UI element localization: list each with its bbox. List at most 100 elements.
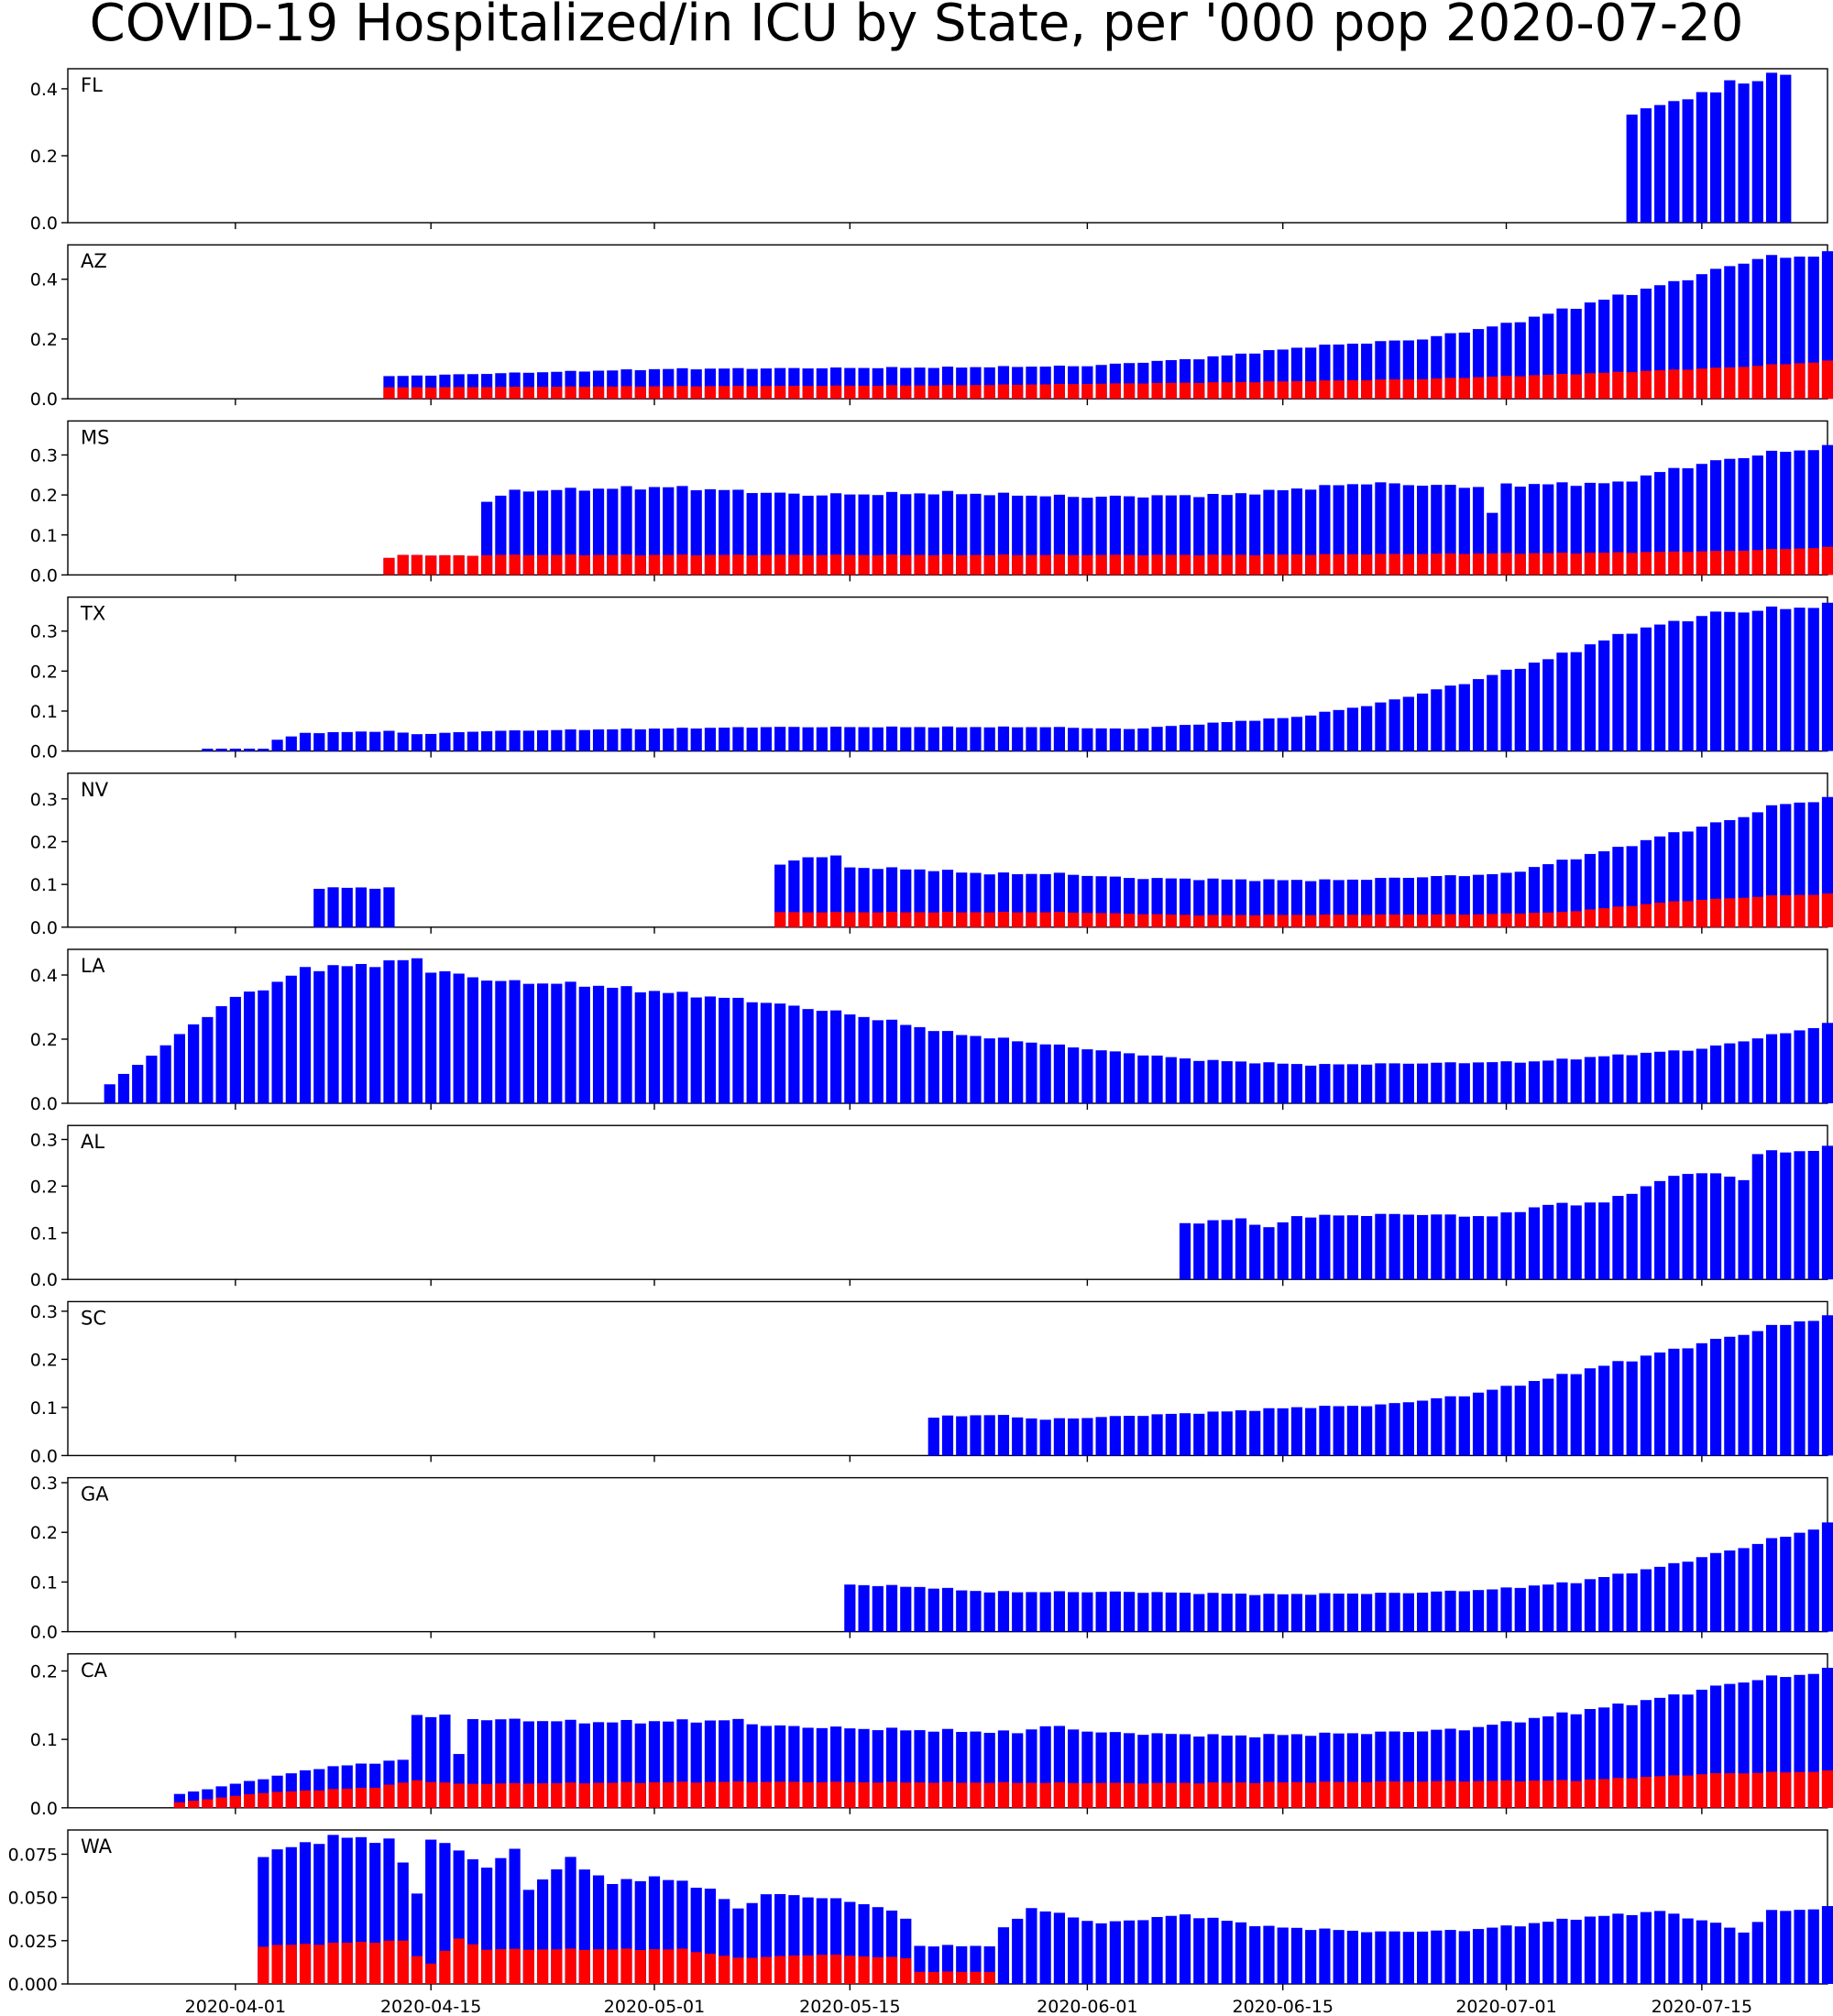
hospitalized-bar — [1626, 633, 1638, 751]
icu-bar — [299, 1790, 312, 1808]
hospitalized-bar — [1179, 1222, 1191, 1280]
hospitalized-bar — [565, 488, 576, 575]
icu-bar — [1095, 1782, 1107, 1808]
y-tick-label: 0.4 — [30, 270, 58, 290]
hospitalized-bar — [495, 981, 507, 1103]
hospitalized-bar — [1137, 1416, 1149, 1456]
icu-bar — [690, 1952, 702, 1984]
hospitalized-bar — [1193, 1413, 1205, 1456]
hospitalized-bar — [1640, 108, 1652, 223]
hospitalized-bar — [1124, 1053, 1136, 1103]
hospitalized-bar — [704, 996, 717, 1103]
hospitalized-bar — [927, 1031, 939, 1103]
icu-bar — [1724, 1773, 1736, 1808]
icu-bar — [551, 554, 563, 575]
icu-bar — [1472, 1780, 1485, 1808]
icu-bar — [1807, 894, 1819, 927]
icu-bar — [466, 387, 478, 400]
icu-bar — [1026, 912, 1037, 927]
hospitalized-bar — [844, 494, 856, 575]
hospitalized-bar — [872, 1020, 884, 1103]
hospitalized-bar — [858, 1584, 870, 1632]
hospitalized-bar — [983, 1415, 995, 1456]
icu-bar — [1682, 1775, 1694, 1808]
hospitalized-bar — [1487, 1062, 1498, 1103]
icu-bar — [885, 1781, 898, 1808]
hospitalized-bar — [1780, 1152, 1792, 1280]
icu-bar — [565, 1948, 576, 1984]
hospitalized-bar — [1207, 722, 1219, 751]
icu-bar — [1109, 1782, 1121, 1808]
icu-bar — [1249, 382, 1261, 400]
icu-bar — [1487, 377, 1498, 400]
icu-bar — [885, 385, 898, 400]
hospitalized-bar — [1263, 718, 1275, 751]
hospitalized-bar — [1179, 1413, 1191, 1456]
icu-bar — [1640, 1777, 1652, 1808]
hospitalized-bar — [1668, 1562, 1680, 1632]
icu-bar — [746, 386, 758, 400]
icu-bar — [1710, 1773, 1722, 1808]
hospitalized-bar — [1751, 1543, 1763, 1632]
hospitalized-bar — [1124, 729, 1136, 751]
hospitalized-bar — [1570, 1919, 1582, 1984]
hospitalized-bar — [746, 493, 758, 575]
hospitalized-bar — [1500, 669, 1512, 751]
hospitalized-bar — [481, 731, 493, 751]
hospitalized-bar — [1821, 444, 1833, 575]
icu-bar — [1388, 379, 1400, 400]
icu-bar — [271, 1791, 283, 1808]
icu-bar — [1458, 378, 1470, 400]
hospitalized-bar — [1794, 1151, 1806, 1280]
panel-la: 0.0 0.2 0.4 LA — [30, 948, 1833, 1114]
icu-bar — [1570, 553, 1582, 575]
hospitalized-bar — [941, 726, 954, 751]
icu-bar — [1290, 380, 1303, 400]
hospitalized-bar — [1780, 452, 1792, 575]
icu-bar — [1431, 553, 1443, 575]
hospitalized-bar — [411, 958, 423, 1103]
hospitalized-bar — [1738, 1548, 1750, 1632]
hospitalized-bar — [1807, 1027, 1819, 1103]
icu-bar — [914, 1971, 926, 1984]
hospitalized-bar — [1319, 1928, 1331, 1984]
icu-bar — [439, 554, 451, 575]
icu-bar — [900, 1957, 912, 1984]
hospitalized-bar — [1598, 640, 1610, 751]
y-tick-label: 0.2 — [30, 486, 58, 506]
hospitalized-bar — [1654, 1051, 1666, 1103]
icu-bar — [1193, 382, 1205, 400]
hospitalized-bar — [1542, 864, 1554, 927]
hospitalized-bar — [1584, 1579, 1597, 1632]
hospitalized-bar — [1570, 1205, 1582, 1280]
y-tick-label: 0.3 — [30, 1130, 58, 1150]
hospitalized-bar — [1696, 616, 1707, 751]
icu-bar — [1807, 1771, 1819, 1808]
hospitalized-bar — [1277, 718, 1289, 751]
hospitalized-bar — [1109, 1416, 1121, 1456]
hospitalized-bar — [1751, 1154, 1763, 1280]
panel-nv: 0.0 0.1 0.2 0.3 NV — [30, 772, 1833, 938]
hospitalized-bar — [1444, 1930, 1456, 1984]
icu-bar — [663, 386, 675, 400]
hospitalized-bar — [1165, 1413, 1177, 1456]
hospitalized-bar — [914, 493, 926, 575]
icu-bar — [1165, 1782, 1177, 1808]
icu-bar — [648, 1949, 661, 1984]
icu-bar — [1068, 1782, 1080, 1808]
icu-bar — [914, 385, 926, 400]
hospitalized-bar — [1542, 1204, 1554, 1280]
hospitalized-bar — [1277, 1222, 1289, 1280]
hospitalized-bar — [1361, 1932, 1373, 1984]
icu-bar — [1068, 554, 1080, 575]
icu-bar — [1821, 546, 1833, 575]
panel-ca: 0.0 0.1 0.2 CA — [30, 1653, 1833, 1819]
hospitalized-bar — [1333, 1064, 1345, 1103]
hospitalized-bar — [1431, 1062, 1443, 1103]
hospitalized-bar — [1472, 1216, 1485, 1280]
icu-bar — [1207, 915, 1219, 927]
icu-bar — [1193, 555, 1205, 575]
hospitalized-bar — [258, 990, 269, 1103]
hospitalized-bar — [956, 1590, 968, 1632]
hospitalized-bar — [997, 1037, 1010, 1103]
